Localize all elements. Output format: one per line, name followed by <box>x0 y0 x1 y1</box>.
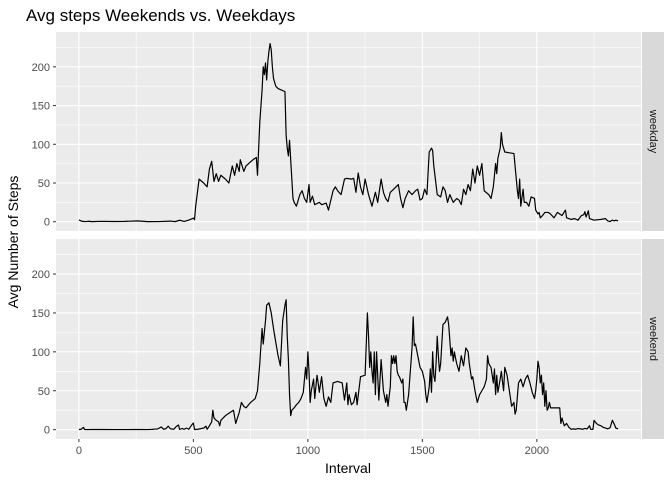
x-axis: 0 500 1000 1500 2000 <box>76 439 549 457</box>
facet-strip <box>642 239 664 439</box>
x-tick-label: 500 <box>184 445 202 457</box>
x-tick-label: 1000 <box>296 445 320 457</box>
y-tick-label: 0 <box>44 217 50 229</box>
x-axis-title: Interval <box>325 460 371 476</box>
y-tick-label: 50 <box>38 178 50 190</box>
x-tick-label: 2000 <box>525 445 549 457</box>
y-tick-label: 200 <box>32 62 50 74</box>
chart-title: Avg steps Weekends vs. Weekdays <box>26 6 295 25</box>
y-tick-label: 150 <box>32 101 50 113</box>
facet-strip <box>642 32 664 231</box>
panels: 0 50 100 150 200 weekday 0 50 100 150 200 weekend <box>32 32 664 439</box>
y-tick-label: 200 <box>32 269 50 281</box>
series-line-weekday <box>78 43 619 223</box>
panel-weekday: 0 50 100 150 200 weekday <box>32 32 664 231</box>
panel-background <box>56 32 641 231</box>
panel-weekend: 0 50 100 150 200 weekend <box>32 239 664 439</box>
facet-strip-label: weekday <box>647 109 659 154</box>
y-tick-label: 100 <box>32 139 50 151</box>
y-tick-label: 50 <box>38 386 50 398</box>
y-axis-title: Avg Number of Steps <box>5 176 21 309</box>
panel-background <box>56 239 641 439</box>
facet-strip-label: weekend <box>647 316 659 361</box>
x-tick-label: 0 <box>76 445 82 457</box>
y-tick-label: 150 <box>32 308 50 320</box>
y-tick-label: 0 <box>44 425 50 437</box>
series-line-weekend <box>78 299 619 431</box>
x-tick-label: 1500 <box>410 445 434 457</box>
y-tick-label: 100 <box>32 347 50 359</box>
